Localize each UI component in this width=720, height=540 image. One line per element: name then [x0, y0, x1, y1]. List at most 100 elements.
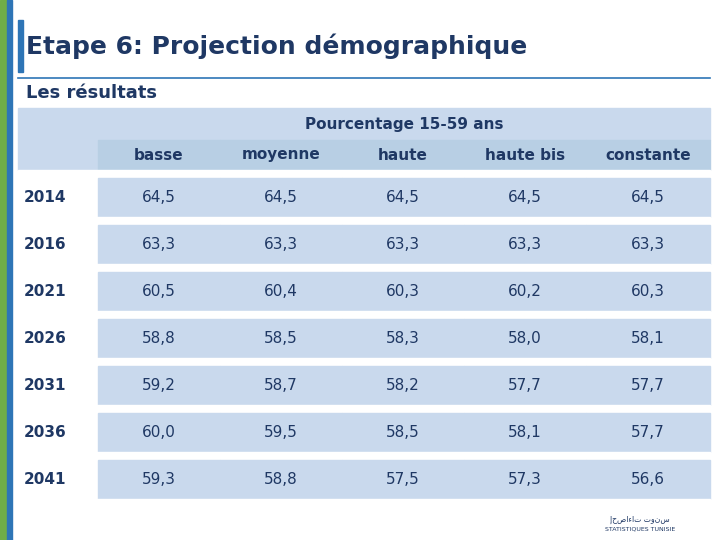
- Text: 59,3: 59,3: [142, 472, 176, 487]
- Text: 63,3: 63,3: [142, 237, 176, 252]
- Bar: [18, 405, 710, 413]
- Bar: [342, 178, 464, 217]
- Bar: [18, 319, 98, 358]
- Text: 63,3: 63,3: [386, 237, 420, 252]
- Text: 60,3: 60,3: [386, 284, 420, 299]
- Bar: [18, 225, 98, 264]
- Bar: [464, 272, 586, 311]
- Text: 2016: 2016: [24, 237, 67, 252]
- Bar: [586, 366, 710, 405]
- Text: Les résultats: Les résultats: [26, 84, 157, 102]
- Bar: [18, 358, 710, 366]
- Text: 63,3: 63,3: [264, 237, 298, 252]
- Bar: [18, 140, 98, 170]
- Text: 64,5: 64,5: [508, 190, 542, 205]
- Text: 2036: 2036: [24, 425, 67, 440]
- Text: 64,5: 64,5: [386, 190, 420, 205]
- Bar: [18, 452, 710, 460]
- Bar: [464, 366, 586, 405]
- Bar: [464, 460, 586, 499]
- Text: 2026: 2026: [24, 331, 67, 346]
- Bar: [18, 108, 710, 140]
- Bar: [586, 413, 710, 452]
- Bar: [18, 272, 98, 311]
- Bar: [342, 413, 464, 452]
- Bar: [98, 366, 220, 405]
- Text: 60,5: 60,5: [142, 284, 176, 299]
- Text: 2031: 2031: [24, 378, 66, 393]
- Text: 64,5: 64,5: [142, 190, 176, 205]
- Bar: [586, 460, 710, 499]
- Text: haute bis: haute bis: [485, 147, 565, 163]
- Text: 60,2: 60,2: [508, 284, 542, 299]
- Bar: [18, 170, 710, 178]
- Text: 59,2: 59,2: [142, 378, 176, 393]
- Text: 64,5: 64,5: [631, 190, 665, 205]
- Text: 2021: 2021: [24, 284, 67, 299]
- Text: 58,3: 58,3: [386, 331, 420, 346]
- Text: 2041: 2041: [24, 472, 66, 487]
- Bar: [18, 311, 710, 319]
- Text: 58,1: 58,1: [508, 425, 542, 440]
- Text: basse: basse: [134, 147, 184, 163]
- Bar: [220, 225, 342, 264]
- Text: 56,6: 56,6: [631, 472, 665, 487]
- Bar: [18, 178, 98, 217]
- Bar: [0, 0, 7, 540]
- Bar: [98, 272, 220, 311]
- Text: 58,7: 58,7: [264, 378, 298, 393]
- Bar: [98, 140, 220, 170]
- Text: 59,5: 59,5: [264, 425, 298, 440]
- Bar: [586, 178, 710, 217]
- Bar: [220, 460, 342, 499]
- Text: إحصاءات تونس: إحصاءات تونس: [610, 516, 670, 524]
- Bar: [18, 413, 98, 452]
- Text: 63,3: 63,3: [508, 237, 542, 252]
- Text: 58,8: 58,8: [142, 331, 176, 346]
- Text: haute: haute: [378, 147, 428, 163]
- Text: Pourcentage 15-59 ans: Pourcentage 15-59 ans: [305, 117, 503, 132]
- Text: 57,7: 57,7: [508, 378, 542, 393]
- Text: 58,0: 58,0: [508, 331, 542, 346]
- Text: 57,3: 57,3: [508, 472, 542, 487]
- Text: STATISTIQUES TUNISIE: STATISTIQUES TUNISIE: [605, 526, 675, 531]
- Bar: [18, 499, 710, 540]
- Bar: [586, 272, 710, 311]
- Bar: [18, 264, 710, 272]
- Text: 57,7: 57,7: [631, 425, 665, 440]
- Bar: [464, 225, 586, 264]
- Bar: [342, 319, 464, 358]
- Bar: [220, 366, 342, 405]
- Bar: [586, 140, 710, 170]
- Text: 63,3: 63,3: [631, 237, 665, 252]
- Bar: [220, 178, 342, 217]
- Bar: [464, 319, 586, 358]
- Bar: [7, 0, 12, 540]
- Text: 57,5: 57,5: [386, 472, 420, 487]
- Bar: [18, 366, 98, 405]
- Bar: [464, 178, 586, 217]
- Bar: [220, 413, 342, 452]
- Bar: [98, 413, 220, 452]
- Bar: [464, 413, 586, 452]
- Bar: [220, 140, 342, 170]
- Bar: [98, 225, 220, 264]
- Text: 64,5: 64,5: [264, 190, 298, 205]
- Text: 60,3: 60,3: [631, 284, 665, 299]
- Text: 60,4: 60,4: [264, 284, 298, 299]
- Text: 58,8: 58,8: [264, 472, 298, 487]
- Bar: [18, 460, 98, 499]
- Text: 60,0: 60,0: [142, 425, 176, 440]
- Text: 57,7: 57,7: [631, 378, 665, 393]
- Text: 58,5: 58,5: [264, 331, 298, 346]
- Bar: [342, 140, 464, 170]
- Bar: [98, 460, 220, 499]
- Text: moyenne: moyenne: [242, 147, 320, 163]
- Text: 2014: 2014: [24, 190, 66, 205]
- Bar: [220, 272, 342, 311]
- Bar: [342, 225, 464, 264]
- Text: constante: constante: [606, 147, 690, 163]
- Bar: [586, 319, 710, 358]
- Bar: [342, 460, 464, 499]
- Bar: [464, 140, 586, 170]
